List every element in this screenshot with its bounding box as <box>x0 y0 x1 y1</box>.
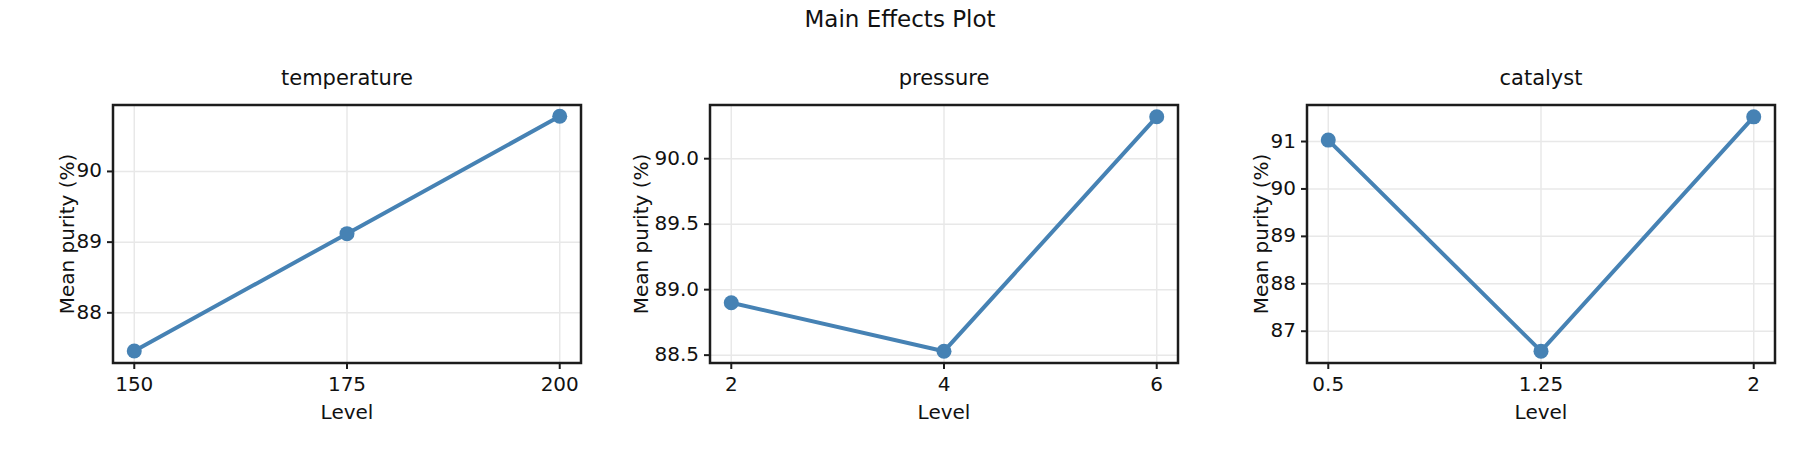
y-tick-label: 89 <box>22 229 102 253</box>
plot-area-temperature <box>113 105 581 363</box>
data-point-marker <box>937 344 952 359</box>
y-tick-label: 89.5 <box>619 211 699 235</box>
plot-area-catalyst <box>1307 105 1775 363</box>
axes-pressure <box>710 105 1178 363</box>
data-point-marker <box>340 226 355 241</box>
axes-catalyst <box>1307 105 1775 363</box>
y-tick-label: 90 <box>22 158 102 182</box>
x-tick-label: 200 <box>520 372 600 396</box>
y-tick-label: 89.0 <box>619 277 699 301</box>
axes-temperature <box>113 105 581 363</box>
y-tick-label: 88.5 <box>619 342 699 366</box>
x-axis-label-temperature: Level <box>113 400 581 426</box>
y-tick-label: 90 <box>1216 176 1296 200</box>
data-point-marker <box>552 109 567 124</box>
x-tick-label: 150 <box>94 372 174 396</box>
data-point-marker <box>724 295 739 310</box>
x-tick-label: 6 <box>1117 372 1197 396</box>
x-tick-label: 4 <box>904 372 984 396</box>
y-tick-label: 88 <box>1216 271 1296 295</box>
x-tick-label: 1.25 <box>1501 372 1581 396</box>
main-effects-figure: Main Effects Plot temperature Level Mean… <box>0 0 1800 450</box>
x-axis-label-pressure: Level <box>710 400 1178 426</box>
y-tick-label: 89 <box>1216 223 1296 247</box>
x-axis-label-catalyst: Level <box>1307 400 1775 426</box>
data-point-marker <box>1746 109 1761 124</box>
data-point-marker <box>1149 109 1164 124</box>
x-tick-label: 2 <box>691 372 771 396</box>
subplot-title-catalyst: catalyst <box>1307 66 1775 96</box>
x-tick-label: 0.5 <box>1288 372 1368 396</box>
y-tick-label: 87 <box>1216 318 1296 342</box>
subplot-title-temperature: temperature <box>113 66 581 96</box>
plot-area-pressure <box>710 105 1178 363</box>
x-tick-label: 2 <box>1714 372 1794 396</box>
data-point-marker <box>127 343 142 358</box>
data-point-marker <box>1321 133 1336 148</box>
y-tick-label: 88 <box>22 300 102 324</box>
y-tick-label: 90.0 <box>619 146 699 170</box>
y-tick-label: 91 <box>1216 129 1296 153</box>
subplot-title-pressure: pressure <box>710 66 1178 96</box>
figure-title: Main Effects Plot <box>0 6 1800 32</box>
data-point-marker <box>1534 344 1549 359</box>
x-tick-label: 175 <box>307 372 387 396</box>
